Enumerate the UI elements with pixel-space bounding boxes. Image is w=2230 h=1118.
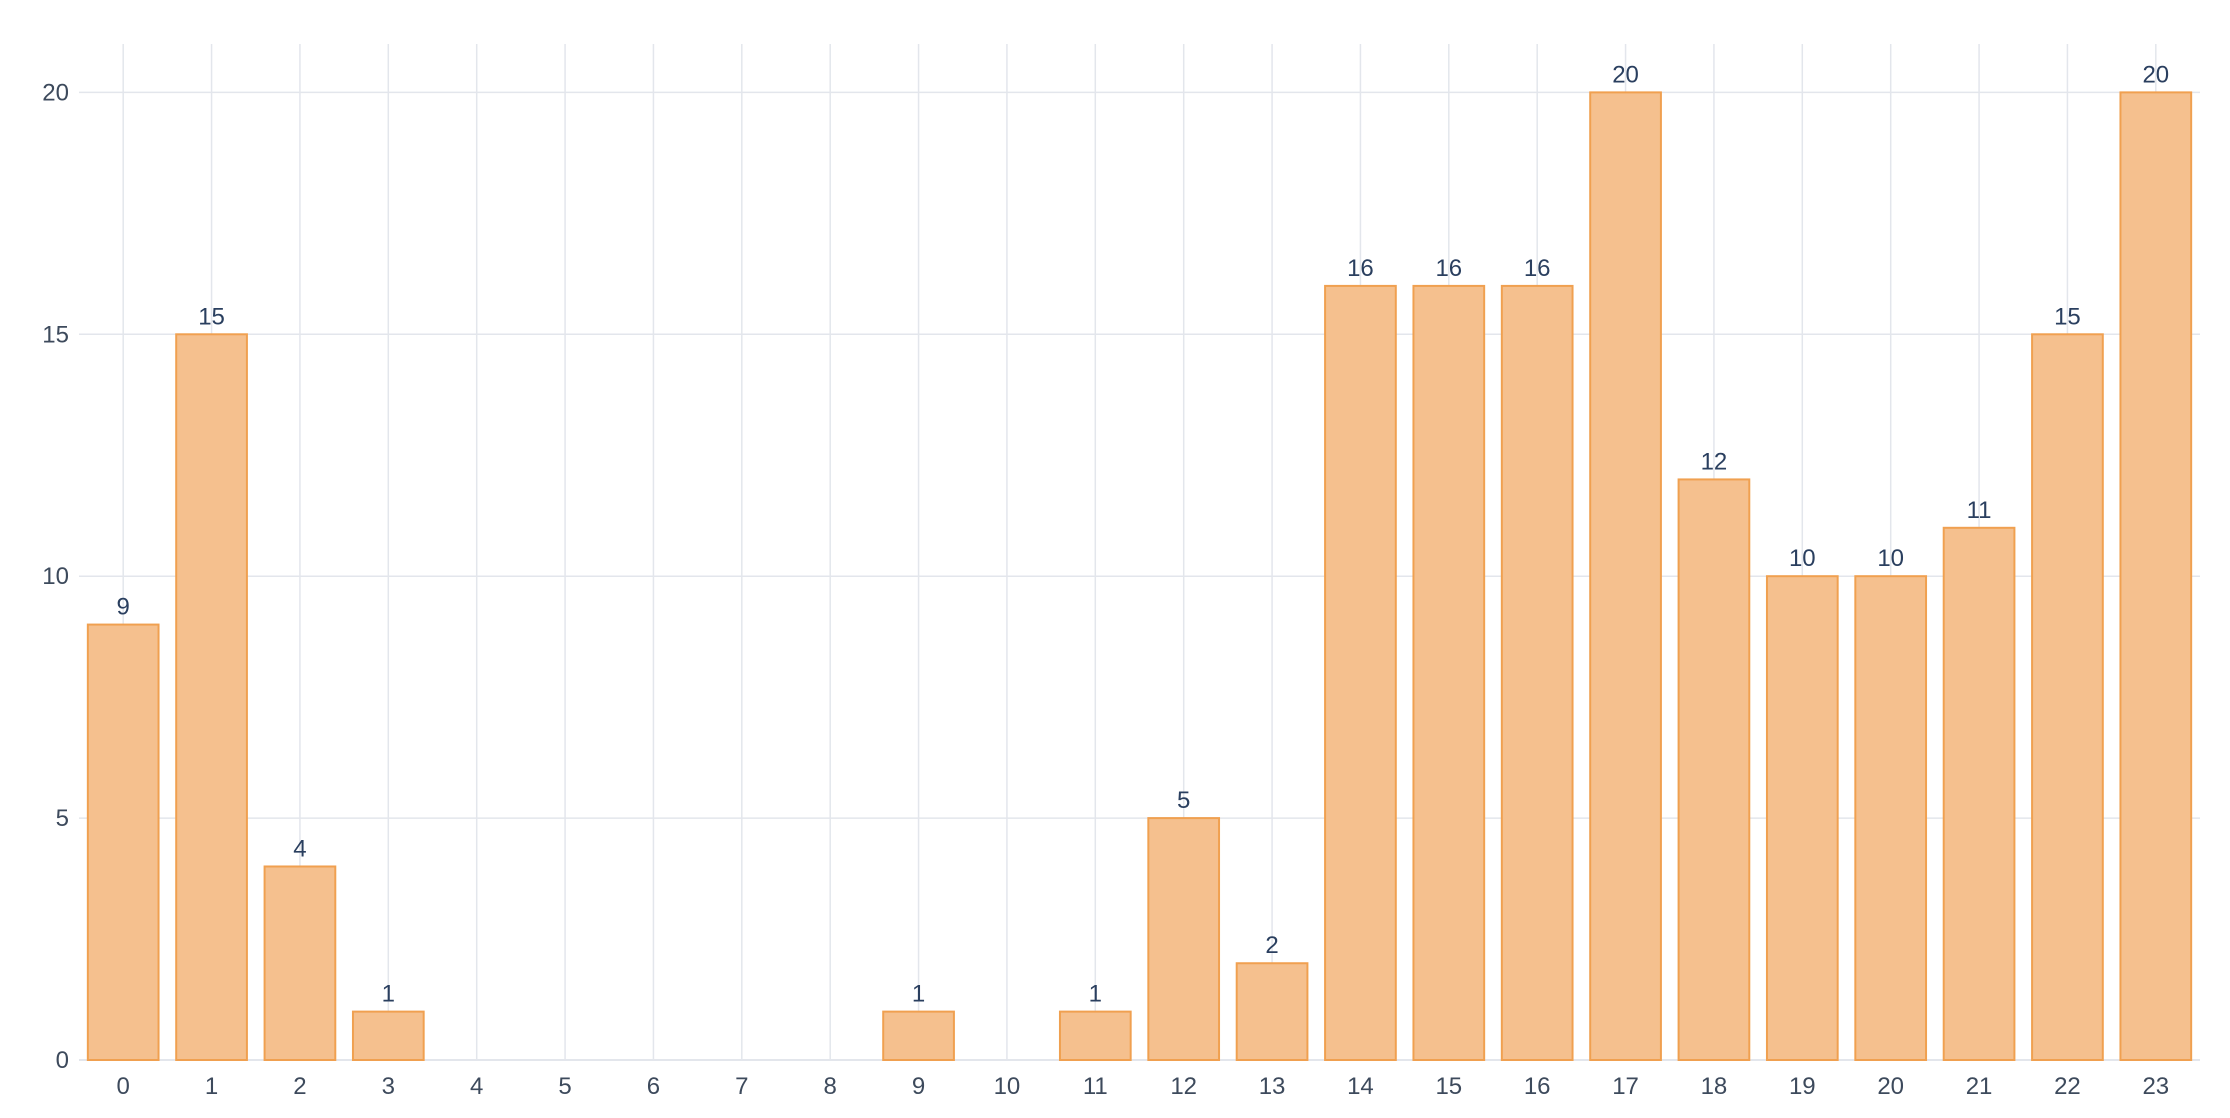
data-label: 20 — [1612, 61, 1639, 88]
x-tick-label: 9 — [912, 1073, 925, 1100]
bar[interactable] — [1942, 526, 2016, 1061]
bar[interactable] — [1500, 284, 1574, 1061]
x-tick-label: 12 — [1170, 1073, 1197, 1100]
y-tick-label: 15 — [42, 321, 69, 348]
x-tick-label: 16 — [1524, 1073, 1551, 1100]
x-tick-label: 15 — [1435, 1073, 1462, 1100]
data-label: 1 — [912, 981, 925, 1008]
y-tick-label: 5 — [56, 805, 69, 832]
bar[interactable] — [1058, 1010, 1132, 1061]
y-tick-label: 10 — [42, 563, 69, 590]
bar[interactable] — [882, 1010, 955, 1061]
x-tick-label: 14 — [1347, 1073, 1374, 1100]
bar[interactable] — [1324, 284, 1397, 1061]
x-tick-label: 3 — [382, 1073, 395, 1100]
y-tick-label: 20 — [42, 79, 69, 106]
bar[interactable] — [263, 865, 337, 1061]
x-axis-ticks: 0 1 2 3 4 5 6 7 8 9 10 11 12 13 14 15 16 17 18 19 20 21 22 23 — [117, 1073, 2170, 1100]
x-tick-label: 4 — [470, 1073, 483, 1100]
bar[interactable] — [175, 333, 248, 1061]
data-label: 5 — [1177, 787, 1190, 814]
data-label: 2 — [1265, 932, 1278, 959]
bar[interactable] — [351, 1010, 425, 1061]
data-label: 4 — [293, 835, 306, 862]
x-tick-label: 11 — [1083, 1073, 1108, 1100]
x-tick-label: 22 — [2054, 1073, 2081, 1100]
bar[interactable] — [1147, 817, 1221, 1061]
x-tick-label: 8 — [824, 1073, 837, 1100]
y-axis-ticks: 0 5 10 15 20 — [42, 79, 69, 1074]
x-tick-label: 23 — [2142, 1073, 2169, 1100]
x-tick-label: 0 — [117, 1073, 130, 1100]
data-label: 20 — [2142, 61, 2169, 88]
data-label: 16 — [1435, 255, 1462, 282]
data-label: 1 — [382, 981, 395, 1008]
bar[interactable] — [1589, 91, 1662, 1061]
x-tick-label: 2 — [293, 1073, 306, 1100]
data-label: 15 — [198, 303, 225, 330]
x-tick-label: 1 — [205, 1073, 218, 1100]
data-label: 16 — [1524, 255, 1551, 282]
bar[interactable] — [1412, 284, 1486, 1061]
data-label: 11 — [1967, 497, 1992, 524]
x-tick-label: 13 — [1259, 1073, 1286, 1100]
x-tick-label: 21 — [1966, 1073, 1993, 1100]
bar[interactable] — [1235, 962, 1309, 1061]
x-tick-label: 7 — [735, 1073, 748, 1100]
x-tick-label: 18 — [1701, 1073, 1728, 1100]
x-tick-label: 6 — [647, 1073, 660, 1100]
bar[interactable] — [1854, 575, 1928, 1061]
x-tick-label: 20 — [1877, 1073, 1904, 1100]
x-tick-label: 17 — [1612, 1073, 1639, 1100]
bar[interactable] — [2119, 91, 2193, 1061]
x-tick-label: 10 — [994, 1073, 1021, 1100]
data-label: 10 — [1789, 545, 1816, 572]
data-label: 12 — [1701, 448, 1728, 475]
bars — [86, 91, 2193, 1061]
y-tick-label: 0 — [56, 1047, 69, 1074]
data-label: 10 — [1877, 545, 1904, 572]
data-label: 16 — [1347, 255, 1374, 282]
x-tick-label: 5 — [558, 1073, 571, 1100]
bar[interactable] — [1677, 478, 1751, 1061]
x-tick-label: 19 — [1789, 1073, 1816, 1100]
bar[interactable] — [1765, 575, 1839, 1061]
data-label: 9 — [117, 594, 130, 621]
bar[interactable] — [2031, 333, 2104, 1061]
bar[interactable] — [86, 623, 160, 1061]
data-label: 1 — [1089, 981, 1102, 1008]
data-label: 15 — [2054, 303, 2081, 330]
